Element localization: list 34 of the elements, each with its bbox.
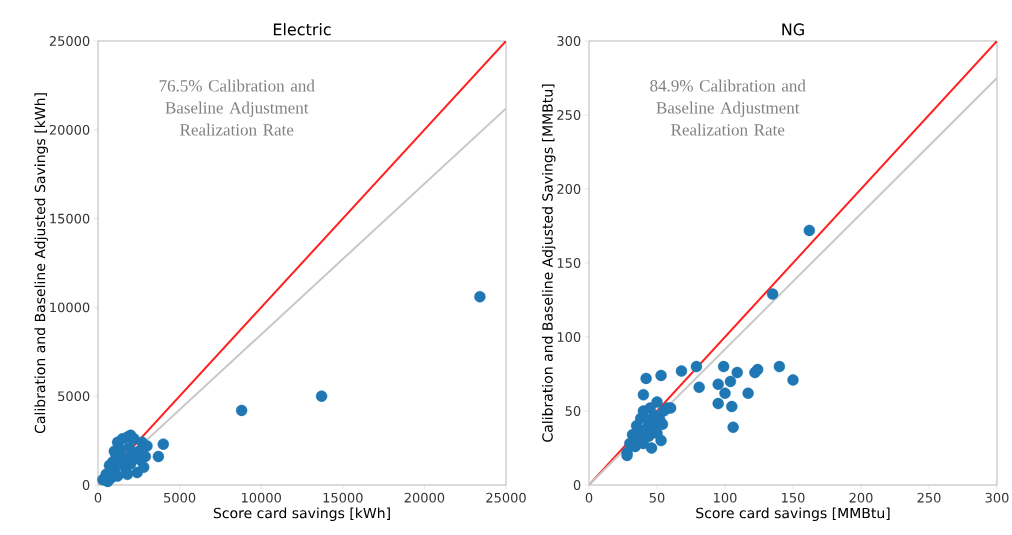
x-tick-label: 300 [985, 492, 1009, 503]
x-tick-label: 150 [782, 492, 805, 503]
y-tick-label: 300 [557, 36, 581, 46]
y-tick-label: 200 [557, 184, 581, 194]
y-tick-label: 150 [557, 258, 581, 268]
x-tick-label: 20000 [404, 492, 445, 503]
x-axis-title: Score card savings [MMBtu] [696, 507, 890, 522]
y-tick-label: 5000 [58, 391, 90, 402]
x-tick-label: 50 [649, 492, 665, 503]
x-tick-label: 10000 [241, 492, 281, 503]
x-tick-label: 250 [917, 492, 941, 503]
x-tick-label: 15000 [323, 492, 363, 503]
y-tick-label: 10000 [50, 302, 90, 313]
chart-title: Electric [273, 23, 331, 36]
y-axis-title: Calibration and Baseline Adjusted Savings [kWh] [34, 93, 48, 434]
x-tick-label: 0 [94, 492, 102, 503]
x-tick-label: 25000 [486, 492, 526, 503]
y-tick-label: 0 [573, 480, 581, 490]
x-tick-label: 5000 [164, 492, 196, 503]
annotation: 76.5% Calibration and Baseline Adjustment Realization Rate [159, 79, 315, 136]
y-tick-label: 100 [557, 332, 581, 342]
y-tick-label: 250 [557, 110, 581, 120]
x-tick-label: 0 [585, 492, 593, 503]
y-tick-label: 20000 [49, 124, 90, 135]
y-tick-label: 15000 [50, 213, 90, 224]
chart-title: NG [782, 23, 804, 36]
y-tick-label: 25000 [49, 36, 90, 46]
x-tick-label: 100 [714, 492, 737, 503]
annotation: 84.9% Calibration and Baseline Adjustment Realization Rate [650, 79, 806, 136]
y-tick-label: 0 [82, 480, 90, 490]
x-tick-label: 200 [849, 492, 873, 503]
y-axis-title: Calibration and Baseline Adjusted Savings [MMBtu] [541, 84, 556, 442]
y-tick-label: 50 [565, 406, 581, 416]
x-axis-title: Score card savings [kWh] [213, 507, 390, 522]
